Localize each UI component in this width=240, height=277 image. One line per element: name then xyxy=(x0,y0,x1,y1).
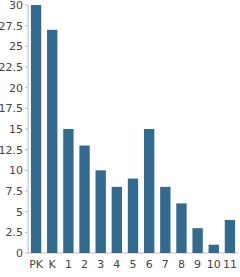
bar xyxy=(160,187,170,253)
bar xyxy=(128,179,138,253)
x-tick-label: K xyxy=(49,258,57,271)
bar xyxy=(112,187,122,253)
x-tick-label: 11 xyxy=(223,258,237,271)
bars xyxy=(31,5,235,253)
y-tick-label: 25 xyxy=(9,40,23,53)
y-tick-label: 0 xyxy=(16,247,23,260)
x-tick-label: 5 xyxy=(130,258,137,271)
x-tick-label: 4 xyxy=(113,258,120,271)
bar xyxy=(47,30,57,253)
x-tick-label: 9 xyxy=(194,258,201,271)
y-tick-label: 12.5 xyxy=(0,144,23,157)
bar xyxy=(144,129,154,253)
bar xyxy=(225,220,235,253)
bar xyxy=(96,170,106,253)
x-tick-label: 3 xyxy=(97,258,104,271)
x-tick-label: PK xyxy=(29,258,44,271)
bar xyxy=(209,245,219,253)
x-tick-label: 8 xyxy=(178,258,185,271)
bar xyxy=(192,228,202,253)
y-tick-label: 15 xyxy=(9,123,23,136)
y-tick-label: 30 xyxy=(9,0,23,12)
y-tick-label: 2.5 xyxy=(6,226,24,239)
y-tick-label: 27.5 xyxy=(0,20,23,33)
x-tick-label: 2 xyxy=(81,258,88,271)
y-tick-label: 5 xyxy=(16,206,23,219)
bar xyxy=(176,203,186,253)
x-tick-label: 1 xyxy=(65,258,72,271)
y-tick-label: 7.5 xyxy=(6,185,24,198)
x-tick-label: 7 xyxy=(162,258,169,271)
chart-container: 0 2.5 5 7.5 10 12.5 15 17.5 20 22.5 25 27.5 30 PK K123… xyxy=(0,0,240,277)
y-tick-label: 10 xyxy=(9,164,23,177)
y-axis xyxy=(28,5,29,253)
chart-svg: 0 2.5 5 7.5 10 12.5 15 17.5 20 22.5 25 27.5 30 PK K123… xyxy=(0,0,240,277)
y-tick-label: 20 xyxy=(9,82,23,95)
bar xyxy=(79,146,89,253)
y-tick-label: 17.5 xyxy=(0,102,23,115)
y-tick-label: 22.5 xyxy=(0,61,23,74)
bar xyxy=(31,5,41,253)
x-tick-label: 10 xyxy=(207,258,221,271)
x-tick-label: 6 xyxy=(146,258,153,271)
bar xyxy=(63,129,73,253)
